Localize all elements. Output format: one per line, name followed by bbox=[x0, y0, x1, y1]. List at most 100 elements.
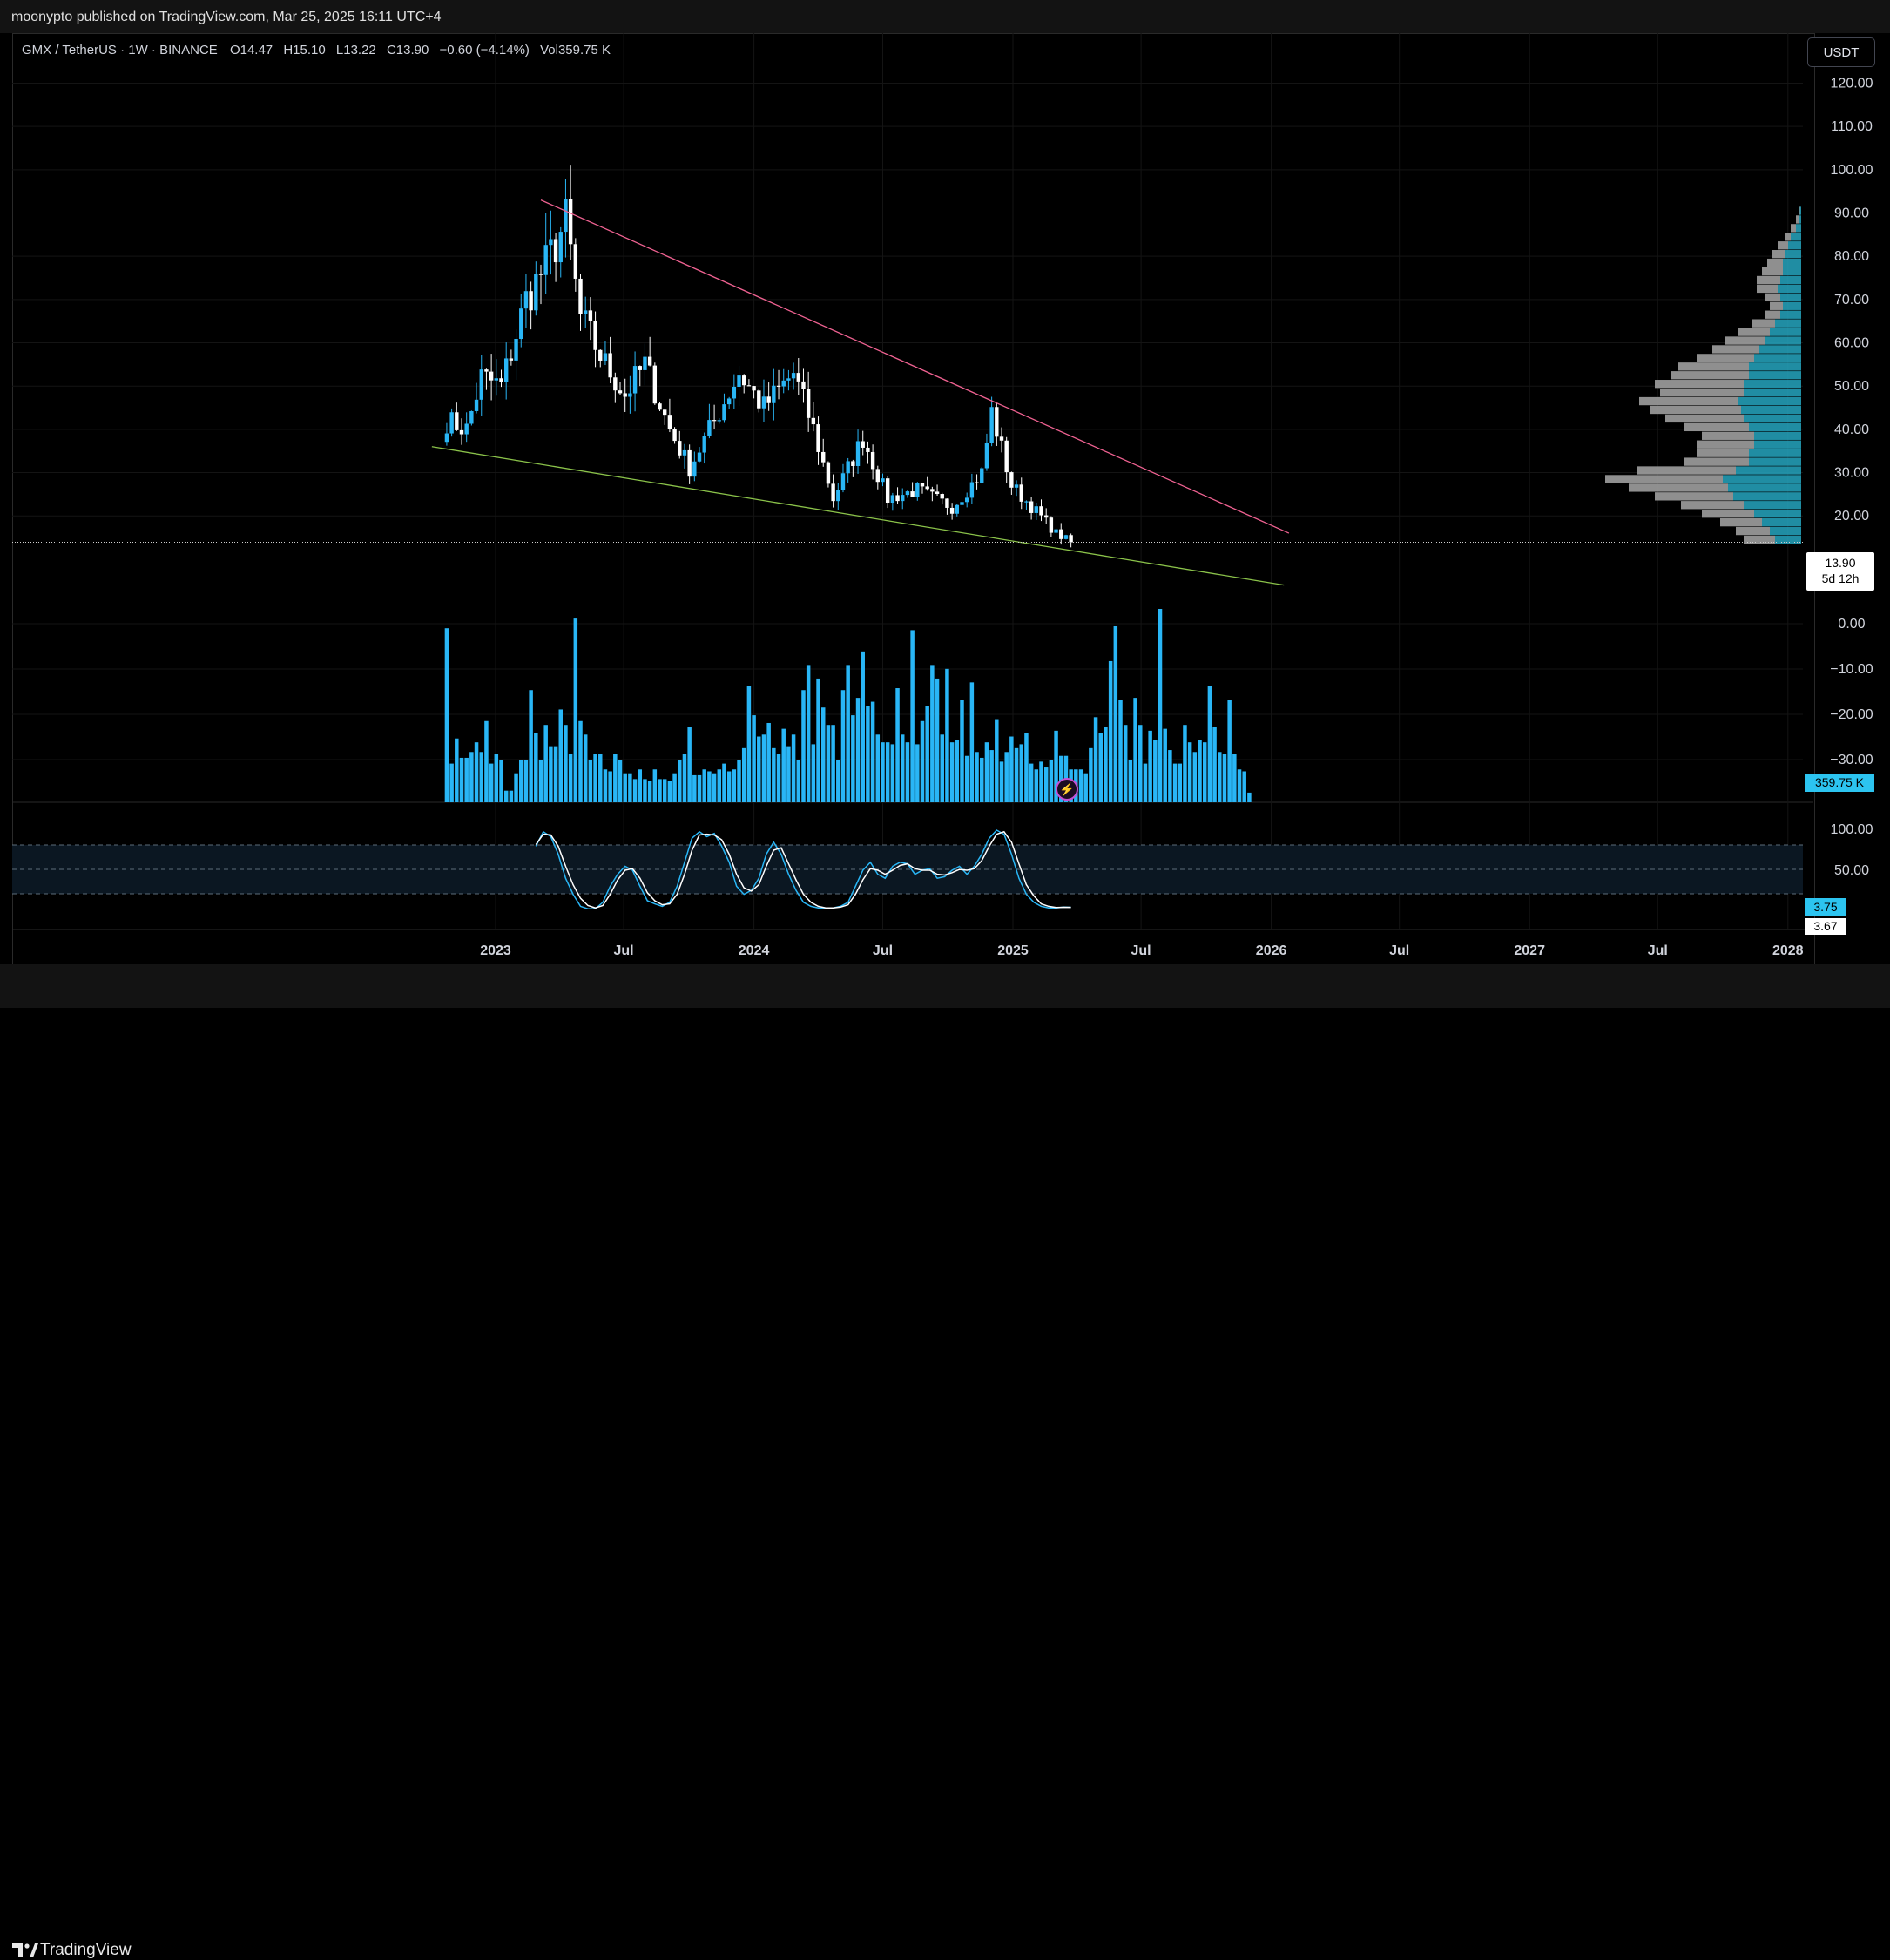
candle-body bbox=[964, 497, 969, 503]
legend-symbol[interactable]: GMX / TetherUS · 1W · BINANCE bbox=[22, 43, 218, 57]
volume-bar bbox=[647, 781, 652, 802]
candle-body bbox=[1059, 529, 1063, 539]
candle-body bbox=[538, 274, 543, 275]
volume-profile-up-bar bbox=[1762, 517, 1801, 527]
volume-profile-down-bar bbox=[1725, 336, 1765, 345]
candle-body bbox=[643, 356, 647, 370]
tradingview-brand[interactable]: TradingView bbox=[40, 1941, 132, 1959]
volume-bar bbox=[593, 754, 597, 802]
lightning-alert-icon[interactable]: ⚡ bbox=[1056, 778, 1078, 801]
volume-bar bbox=[682, 754, 687, 802]
volume-bar bbox=[975, 752, 979, 802]
volume-bar bbox=[658, 779, 662, 802]
volume-profile-up-bar bbox=[1744, 388, 1801, 397]
candle-body bbox=[474, 399, 479, 411]
stoch-axis-label: 50.00 bbox=[1834, 863, 1869, 878]
legend-low-label: L bbox=[335, 43, 344, 57]
volume-bar bbox=[1227, 700, 1232, 802]
candle-body bbox=[836, 490, 840, 502]
volume-bar bbox=[875, 734, 881, 802]
volume-bar bbox=[726, 771, 732, 802]
time-axis-label: 2023 bbox=[480, 943, 511, 958]
volume-bar bbox=[494, 754, 499, 802]
volume-bar bbox=[632, 779, 638, 802]
volume-profile-up-bar bbox=[1780, 275, 1801, 285]
candle-body bbox=[632, 366, 638, 394]
volume-bar bbox=[1222, 754, 1227, 802]
volume-profile-up-bar bbox=[1744, 380, 1801, 389]
time-axis-label: 2026 bbox=[1256, 943, 1287, 958]
candle-body bbox=[1043, 515, 1049, 518]
volume-bar bbox=[855, 698, 861, 802]
chart-frame[interactable] bbox=[12, 33, 1815, 965]
candle-body bbox=[995, 407, 999, 437]
candle-body bbox=[980, 468, 984, 483]
price-axis-label: 20.00 bbox=[1834, 509, 1869, 524]
volume-bar bbox=[1009, 736, 1014, 802]
candle-body bbox=[623, 393, 627, 397]
volume-bar bbox=[964, 755, 969, 802]
volume-bar bbox=[851, 715, 855, 802]
volume-profile-down-bar bbox=[1702, 510, 1754, 518]
chart-canvas[interactable]: 120.00 110.00 100.00 90.00 80.00 70.00 60.00 50… bbox=[0, 0, 1890, 1008]
volume-bar bbox=[459, 757, 464, 802]
volume-bar bbox=[995, 719, 999, 802]
volume-bar bbox=[1198, 740, 1202, 802]
volume-bar bbox=[1187, 742, 1192, 802]
volume-bar bbox=[1024, 733, 1029, 802]
candle-body bbox=[870, 451, 875, 470]
volume-bar bbox=[955, 740, 960, 802]
candle-body bbox=[618, 390, 623, 394]
candle-body bbox=[851, 461, 855, 466]
volume-profile-down-bar bbox=[1752, 319, 1775, 328]
candle-body bbox=[915, 483, 920, 497]
volume-bar bbox=[1078, 769, 1083, 802]
volume-profile-up-bar bbox=[1759, 345, 1801, 354]
volume-profile-up-bar bbox=[1749, 422, 1801, 432]
candle-body bbox=[1069, 535, 1073, 543]
support-trendline bbox=[431, 446, 1285, 586]
currency-button[interactable]: USDT bbox=[1807, 37, 1875, 67]
volume-bar bbox=[464, 757, 469, 802]
volume-bar bbox=[905, 742, 910, 802]
volume-bar bbox=[999, 761, 1004, 802]
volume-bar bbox=[925, 706, 929, 802]
candle-body bbox=[885, 478, 890, 504]
candles bbox=[444, 165, 1073, 548]
candle-body bbox=[564, 199, 568, 233]
legend-change: −0.60 (−4.14%) bbox=[439, 43, 530, 57]
volume-bar bbox=[1128, 760, 1133, 802]
candle-body bbox=[519, 308, 523, 340]
volume-bar bbox=[969, 682, 975, 802]
price-axis-label: 60.00 bbox=[1834, 336, 1869, 351]
candle-body bbox=[558, 232, 563, 263]
volume-bar bbox=[455, 738, 459, 802]
volume-bar bbox=[1108, 660, 1113, 802]
candle-body bbox=[796, 373, 800, 382]
volume-bar bbox=[1113, 625, 1118, 802]
volume-bar bbox=[786, 746, 791, 802]
volume-profile-down-bar bbox=[1744, 535, 1775, 544]
volume-bar bbox=[1014, 747, 1019, 802]
candle-body bbox=[1054, 529, 1058, 533]
volume-bar bbox=[667, 781, 672, 802]
candle-body bbox=[578, 278, 583, 314]
candle-body bbox=[663, 409, 667, 416]
volume-bar bbox=[885, 742, 890, 802]
volume-bar bbox=[846, 665, 850, 802]
tradingview-logo-icon[interactable] bbox=[12, 1942, 38, 1959]
legend-open-label: O bbox=[229, 43, 240, 57]
candle-body bbox=[707, 420, 712, 436]
volume-bar bbox=[915, 744, 920, 802]
volume-profile-down-bar bbox=[1697, 449, 1749, 457]
volume-bar bbox=[1098, 733, 1104, 802]
volume-bar bbox=[984, 742, 989, 802]
volume-bar bbox=[523, 760, 529, 802]
volume-bar bbox=[638, 769, 643, 802]
volume-bar bbox=[1049, 760, 1054, 802]
volume-bar bbox=[588, 760, 593, 802]
volume-bar bbox=[514, 773, 518, 802]
volume-profile-up-bar bbox=[1733, 492, 1801, 501]
volume-bar bbox=[910, 630, 915, 802]
candle-body bbox=[568, 199, 573, 245]
